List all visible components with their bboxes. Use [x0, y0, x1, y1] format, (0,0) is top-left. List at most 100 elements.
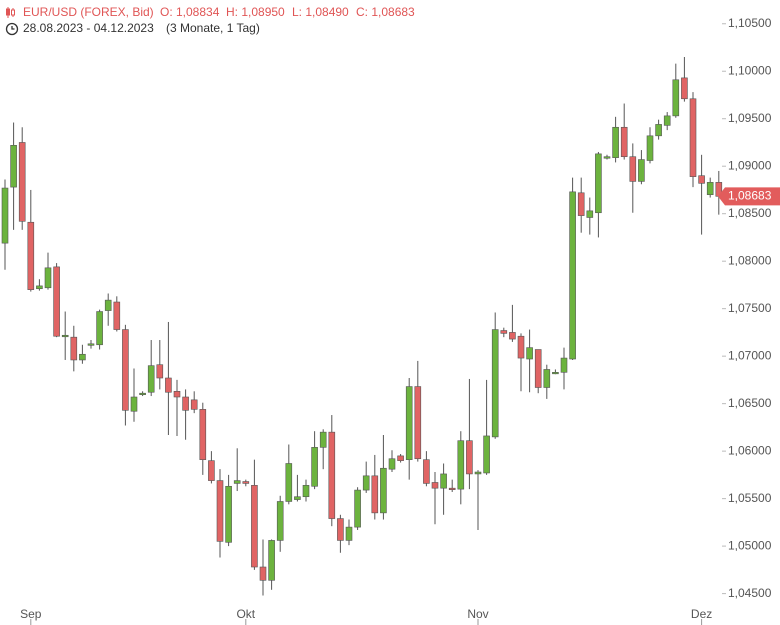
date-range: 28.08.2023 - 04.12.2023	[23, 21, 154, 35]
price-badge-label: 1,08683	[728, 188, 772, 202]
candle-body	[577, 192, 585, 216]
candle-body	[612, 126, 619, 158]
candle-body	[474, 471, 482, 475]
candle-body	[36, 285, 43, 290]
candle-body	[337, 518, 344, 541]
candle-body	[87, 343, 95, 346]
y-tick-label: 1,08000	[728, 253, 772, 267]
title: EUR/USD (FOREX, Bid)	[23, 5, 154, 19]
candle-body	[543, 369, 551, 388]
clock-icon	[5, 22, 19, 36]
candle-body	[569, 191, 576, 360]
candle-body	[491, 329, 499, 438]
candle-body	[706, 182, 714, 196]
candle-body	[199, 409, 207, 460]
candle-body	[18, 142, 26, 222]
candle-body	[638, 159, 645, 182]
y-tick-label: 1,06500	[728, 396, 772, 410]
y-tick-label: 1,05500	[728, 491, 772, 505]
candle-body	[225, 485, 232, 543]
candle-body	[698, 175, 705, 184]
candle-body	[552, 372, 559, 375]
candle-body	[440, 473, 447, 489]
candle-body	[560, 357, 568, 373]
candle-body	[405, 386, 413, 460]
candle-body	[165, 377, 172, 393]
x-tick-label: Okt	[236, 607, 255, 621]
y-tick-label: 1,06000	[728, 443, 772, 457]
candle-body	[27, 221, 35, 290]
candle-body	[423, 459, 430, 484]
candle-body	[672, 79, 680, 117]
candle-body	[216, 480, 224, 542]
candle-body	[294, 496, 301, 500]
candle-body	[182, 396, 189, 411]
header-icon	[6, 7, 15, 18]
candle-body	[500, 330, 508, 334]
x-tick-label: Nov	[467, 607, 488, 621]
candle-body	[259, 566, 267, 581]
candle-body	[681, 77, 688, 100]
candle-body	[526, 347, 533, 360]
y-tick-label: 1,10500	[728, 16, 772, 30]
candle-body	[156, 364, 164, 379]
x-tick-label: Dez	[691, 607, 712, 621]
candle-body	[689, 98, 697, 177]
ohlc-label: C: 1,08683	[356, 5, 415, 19]
candle-body	[70, 336, 78, 361]
candle-body	[328, 431, 336, 519]
period: (3 Monate, 1 Tag)	[166, 21, 260, 35]
candle-body	[371, 475, 379, 514]
candle-body	[302, 485, 310, 498]
candle-body	[466, 440, 473, 475]
candle-body	[380, 467, 387, 514]
candle-body	[517, 335, 525, 359]
candle-body	[233, 480, 241, 484]
ohlc-label: H: 1,08950	[226, 5, 285, 19]
candle-body	[354, 489, 361, 528]
candle-body	[208, 460, 215, 481]
candle-body	[319, 431, 327, 448]
candle-body	[285, 463, 293, 502]
candle-body	[655, 124, 662, 137]
candle-body	[448, 487, 456, 490]
candle-body	[414, 386, 422, 460]
y-tick-label: 1,07000	[728, 348, 772, 362]
y-tick-label: 1,10000	[728, 63, 772, 77]
candle-body	[139, 392, 146, 396]
candle-body	[268, 540, 275, 581]
ohlc-label: O: 1,08834	[160, 5, 220, 19]
candle-body	[646, 135, 654, 161]
candle-body	[147, 365, 155, 393]
candle-body	[431, 482, 439, 489]
candle-body	[345, 526, 353, 541]
candle-body	[130, 396, 138, 412]
candle-body	[629, 156, 637, 182]
y-tick-label: 1,04500	[728, 586, 772, 600]
y-tick-label: 1,09000	[728, 158, 772, 172]
candle-body	[122, 329, 129, 411]
candle-body	[362, 475, 370, 491]
y-tick-label: 1,09500	[728, 111, 772, 125]
candle-body	[190, 399, 198, 410]
candle-body	[534, 349, 542, 388]
candle-body	[603, 156, 611, 159]
candle-body	[457, 440, 465, 490]
candle-body	[586, 210, 594, 218]
y-tick-label: 1,05000	[728, 538, 772, 552]
price-badge	[718, 187, 780, 206]
y-tick-label: 1,07500	[728, 301, 772, 315]
candle-body	[104, 299, 112, 311]
candle-body	[1, 187, 9, 244]
candle-body	[61, 334, 69, 338]
candle-body	[620, 126, 628, 158]
candle-body	[53, 266, 60, 337]
candle-body	[595, 153, 602, 214]
candle-body	[79, 353, 86, 361]
candle-body	[173, 391, 181, 398]
candle-body	[663, 115, 671, 126]
candle-body	[113, 301, 121, 330]
candle-body	[10, 145, 17, 188]
candle-body	[509, 332, 516, 340]
